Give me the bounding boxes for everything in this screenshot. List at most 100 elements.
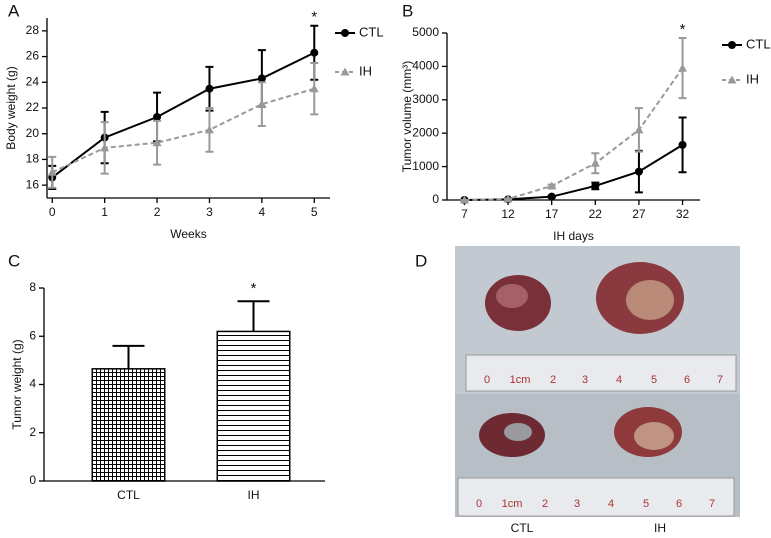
y-tick-label: 20 <box>26 126 40 140</box>
x-tick-label: 0 <box>49 205 56 219</box>
y-tick-label: 18 <box>26 152 40 166</box>
y-tick-label: 8 <box>29 280 36 294</box>
point <box>152 138 162 147</box>
x-tick-label: 32 <box>676 207 690 221</box>
point <box>547 192 556 201</box>
x-tick-label: 4 <box>259 205 266 219</box>
x-tick-label: CTL <box>117 488 140 502</box>
point <box>153 113 162 121</box>
y-tick-label: 16 <box>26 177 40 191</box>
ruler <box>465 354 737 392</box>
legend-marker <box>340 67 350 76</box>
y-tick-label: 0 <box>29 473 36 487</box>
series-line <box>51 51 315 179</box>
point <box>590 158 600 167</box>
x-tick-label: 3 <box>206 205 213 219</box>
point <box>309 84 319 93</box>
ruler-label: 7 <box>709 498 715 510</box>
x-axis-label: IH days <box>553 229 594 243</box>
y-tick-label: 3000 <box>412 92 439 106</box>
y-tick-label: 5000 <box>412 25 439 39</box>
error-bar <box>112 344 145 369</box>
legend-marker <box>341 29 349 37</box>
ruler-label: 6 <box>676 498 682 510</box>
x-tick-label: 2 <box>154 205 161 219</box>
tumor-highlight <box>496 284 528 308</box>
point <box>459 195 469 204</box>
x-tick-label: 27 <box>632 207 646 221</box>
ruler-label: 7 <box>717 374 723 386</box>
y-tick-label: 28 <box>26 23 40 37</box>
point <box>678 63 688 72</box>
y-tick-label: 6 <box>29 328 36 342</box>
point <box>205 84 214 93</box>
legend-label: IH <box>359 63 372 78</box>
ruler-label: 1cm <box>510 374 531 386</box>
ruler-label: 3 <box>574 498 580 510</box>
ruler-label: 6 <box>684 374 690 386</box>
y-tick-label: 22 <box>26 100 40 114</box>
annotation: * <box>311 9 317 26</box>
ruler-label: 4 <box>608 498 614 510</box>
bar <box>91 368 166 482</box>
ruler-label: 5 <box>643 498 649 510</box>
y-axis-label: Tumor weight (g) <box>10 339 24 429</box>
y-tick-label: 0 <box>432 192 439 206</box>
ruler-label: 2 <box>542 498 548 510</box>
tumor-highlight <box>504 423 532 441</box>
photo-caption: CTL <box>511 521 534 535</box>
x-tick-label: 1 <box>101 205 108 219</box>
point <box>634 125 644 134</box>
point <box>204 125 214 134</box>
legend-label: IH <box>746 71 759 86</box>
ruler <box>457 477 735 517</box>
point <box>47 167 57 176</box>
ruler-label: 4 <box>616 374 622 386</box>
y-axis-label: Tumor volume (mm³) <box>400 61 414 173</box>
ruler-label: 3 <box>582 374 588 386</box>
panel-label: D <box>415 251 427 270</box>
legend-marker <box>728 41 736 49</box>
y-axis-label: Body weight (g) <box>4 66 18 149</box>
point <box>257 99 267 108</box>
point <box>503 194 513 203</box>
tumor-highlight <box>634 422 674 450</box>
ruler-label: 0 <box>484 374 490 386</box>
ruler-label: 5 <box>651 374 657 386</box>
legend-label: CTL <box>746 36 771 51</box>
series-line <box>464 144 684 201</box>
y-tick-label: 4 <box>29 377 36 391</box>
x-tick-label: IH <box>248 488 260 502</box>
bar <box>216 330 291 482</box>
x-tick-label: 12 <box>501 207 515 221</box>
point <box>547 181 557 190</box>
panel-label: C <box>8 251 20 270</box>
legend-marker <box>727 75 737 84</box>
annotation: * <box>680 21 686 38</box>
x-tick-label: 5 <box>311 205 318 219</box>
error-bar <box>237 300 270 332</box>
point <box>591 181 600 190</box>
y-tick-label: 1000 <box>412 159 439 173</box>
photo <box>455 246 740 517</box>
panel-label: B <box>402 1 413 20</box>
y-tick-label: 26 <box>26 49 40 63</box>
series-line <box>51 87 315 174</box>
point <box>100 143 110 152</box>
ruler-label: 1cm <box>502 498 523 510</box>
x-tick-label: 17 <box>545 207 559 221</box>
y-tick-label: 2000 <box>412 125 439 139</box>
ruler-label: 2 <box>550 374 556 386</box>
annotation: * <box>251 280 257 297</box>
tumor-highlight <box>626 280 674 320</box>
legend-label: CTL <box>359 24 384 39</box>
y-tick-label: 4000 <box>412 59 439 73</box>
x-tick-label: 22 <box>589 207 603 221</box>
point <box>310 48 319 57</box>
x-tick-label: 7 <box>461 207 468 221</box>
photo-caption: IH <box>654 521 666 535</box>
point <box>678 140 687 149</box>
x-axis-label: Weeks <box>170 227 206 241</box>
series-line <box>464 67 684 201</box>
